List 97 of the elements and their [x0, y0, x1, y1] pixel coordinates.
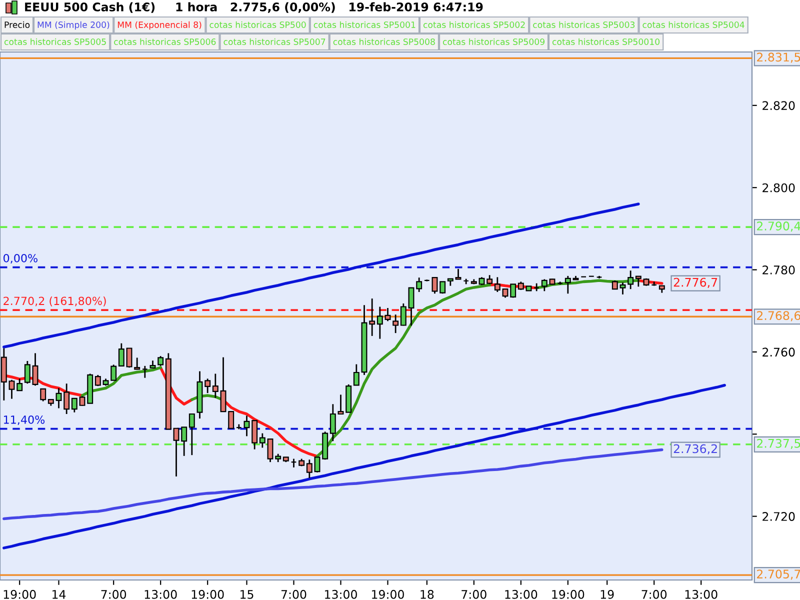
- ref-line-label: 2.831,5: [757, 52, 800, 63]
- line-series: [2, 448, 664, 520]
- candlestick: [40, 388, 46, 402]
- candlestick: [252, 420, 258, 450]
- candlestick: [181, 426, 188, 457]
- x-tick-label: 7:00: [101, 590, 126, 599]
- data-label: 2.776,7: [674, 278, 718, 288]
- candlestick: [455, 268, 462, 280]
- data-label: 2.736,2: [674, 444, 717, 454]
- candlestick: [306, 458, 312, 479]
- candlestick: [338, 394, 344, 415]
- x-tick-label: 7:00: [281, 590, 306, 599]
- candlestick: [314, 456, 320, 474]
- candlestick: [158, 355, 164, 367]
- x-tick-label: 7:00: [462, 590, 486, 599]
- candlestick: [228, 410, 234, 429]
- y-tick-label: 2.820: [762, 101, 795, 110]
- text: cotas historicas SP5008: [333, 38, 435, 45]
- text: cotas historicas SP500: [210, 21, 306, 28]
- x-tick-label: 7:00: [642, 590, 667, 599]
- candlestick: [64, 382, 70, 415]
- candlestick: [628, 270, 634, 290]
- candlestick: [416, 276, 422, 293]
- text: cotas historicas SP5002: [423, 21, 525, 28]
- text: MM (Exponencial 8): [118, 21, 202, 30]
- candlestick: [620, 282, 626, 296]
- text: cotas historicas SP5003: [533, 21, 635, 28]
- candlestick: [353, 364, 360, 386]
- text: cotas historicas SP5005: [4, 38, 106, 45]
- candlestick: [267, 438, 274, 463]
- candlestick: [8, 379, 15, 400]
- y-tick-label: 2.800: [762, 183, 795, 192]
- candlestick: [651, 280, 658, 286]
- candlestick: [71, 398, 78, 414]
- candlestick: [376, 306, 383, 340]
- candlestick: [24, 360, 30, 384]
- text: cotas historicas SP5009: [442, 38, 544, 45]
- candlestick: [220, 356, 226, 412]
- x-tick-label: 19:00: [552, 590, 584, 599]
- x-tick-label: 18: [420, 590, 434, 599]
- x-tick-label: 19:00: [192, 590, 224, 599]
- text: cotas historicas SP50010: [552, 38, 660, 45]
- candlestick: [204, 378, 211, 394]
- x-tick-label: 19:00: [4, 590, 36, 599]
- candlestick: [56, 387, 62, 409]
- candlestick: [188, 413, 195, 456]
- candlestick: [612, 280, 618, 290]
- candlestick: [564, 275, 571, 294]
- candlestick: [126, 348, 132, 368]
- candlestick: [384, 307, 391, 322]
- candlestick: [408, 286, 414, 326]
- candlestick: [510, 283, 516, 298]
- x-tick-label: 19:00: [372, 590, 404, 599]
- annotation: 11,40%: [4, 415, 45, 425]
- candlestick: [142, 365, 148, 379]
- candlestick: [118, 342, 124, 368]
- text: cotas historicas SP5006: [114, 38, 216, 45]
- ref-line-label: 2.768,6: [757, 311, 800, 322]
- y-tick-label: 2.760: [762, 348, 795, 357]
- text: cotas historicas SP5007: [224, 38, 326, 45]
- candlestick: [534, 282, 540, 292]
- annotation: 2.770,2 (161,80%): [4, 296, 106, 306]
- candlestick: [635, 276, 642, 288]
- x-tick-label: 14: [52, 590, 66, 599]
- candlestick: [173, 428, 180, 478]
- candlestick: [134, 357, 140, 370]
- candlestick: [110, 364, 117, 381]
- candlestick: [369, 298, 376, 337]
- text: cotas historicas SP5004: [642, 21, 744, 28]
- candlestick: [259, 432, 266, 448]
- candlestick: [244, 414, 250, 437]
- text: Precio: [4, 21, 30, 28]
- y-tick-label: 2.720: [762, 512, 795, 521]
- annotation: 0,00%: [4, 254, 38, 264]
- chart-subtitle: 1 hora 2.775,6 (0,00%) 19-feb-2019 6:47:19: [176, 2, 483, 13]
- text: cotas historicas SP5001: [314, 21, 416, 28]
- x-tick-label: 15: [240, 590, 254, 599]
- x-tick-label: 13:00: [505, 590, 538, 599]
- y-tick-label: 2.780: [762, 266, 795, 274]
- candlestick: [290, 458, 297, 468]
- candlestick: [32, 352, 38, 386]
- candlestick: [541, 278, 548, 292]
- candlestick: [400, 302, 406, 326]
- text: MM (Simple 200): [38, 21, 110, 30]
- candlestick: [16, 378, 23, 392]
- x-tick-label: 13:00: [685, 590, 718, 599]
- candlestick: [392, 314, 399, 334]
- candlestick: [330, 403, 336, 442]
- ref-line-label: 2.737,5: [757, 438, 800, 450]
- candlestick: [432, 276, 438, 294]
- candlestick: [212, 373, 218, 399]
- ref-line-label: 2.705,7: [757, 570, 800, 580]
- chart-title: EEUU 500 Cash (1€): [25, 2, 155, 13]
- x-tick-label: 19: [600, 590, 614, 599]
- x-tick-label: 13:00: [325, 590, 357, 599]
- candlestick: [494, 276, 500, 293]
- x-tick-label: 13:00: [144, 590, 177, 599]
